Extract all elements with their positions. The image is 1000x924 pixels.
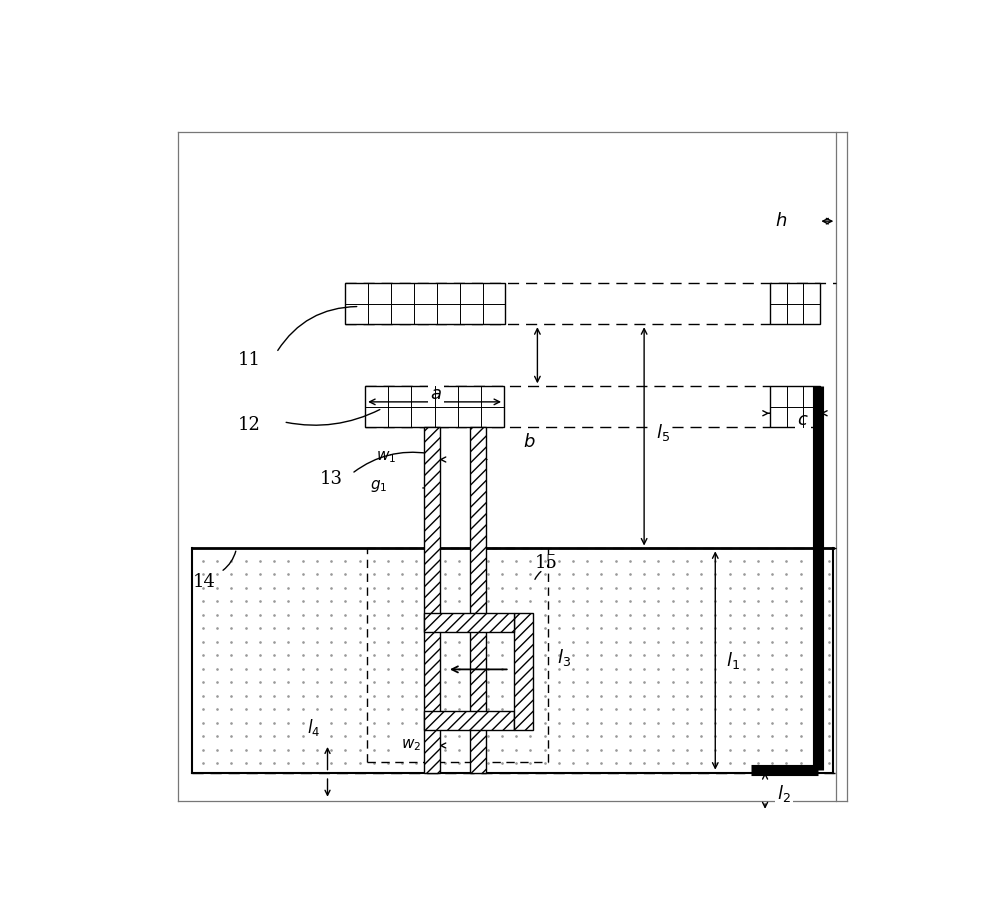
Text: 15: 15 — [535, 553, 558, 572]
Text: $b$: $b$ — [523, 432, 535, 451]
Text: $a$: $a$ — [430, 385, 442, 403]
Bar — [424, 428, 440, 772]
Text: 12: 12 — [238, 417, 261, 434]
Bar — [770, 386, 820, 428]
Bar — [424, 711, 514, 730]
Text: 14: 14 — [193, 573, 216, 590]
Bar — [770, 283, 820, 324]
Bar — [192, 549, 833, 772]
Text: $g_1$: $g_1$ — [370, 478, 387, 493]
Bar — [365, 386, 504, 428]
Bar — [514, 614, 533, 730]
Text: $l_5$: $l_5$ — [656, 422, 670, 443]
Text: 13: 13 — [320, 469, 343, 488]
Text: $w_2$: $w_2$ — [401, 737, 422, 753]
Bar — [470, 428, 486, 772]
Text: $l_1$: $l_1$ — [726, 650, 740, 671]
Bar — [345, 283, 505, 324]
Text: $c$: $c$ — [797, 411, 809, 430]
Text: $l_3$: $l_3$ — [557, 647, 571, 668]
Bar — [424, 614, 514, 632]
Text: $h$: $h$ — [775, 213, 787, 230]
Text: $l_2$: $l_2$ — [777, 784, 791, 805]
Text: 11: 11 — [238, 351, 261, 369]
Text: $w_1$: $w_1$ — [376, 449, 396, 465]
Text: $l_4$: $l_4$ — [307, 717, 320, 738]
